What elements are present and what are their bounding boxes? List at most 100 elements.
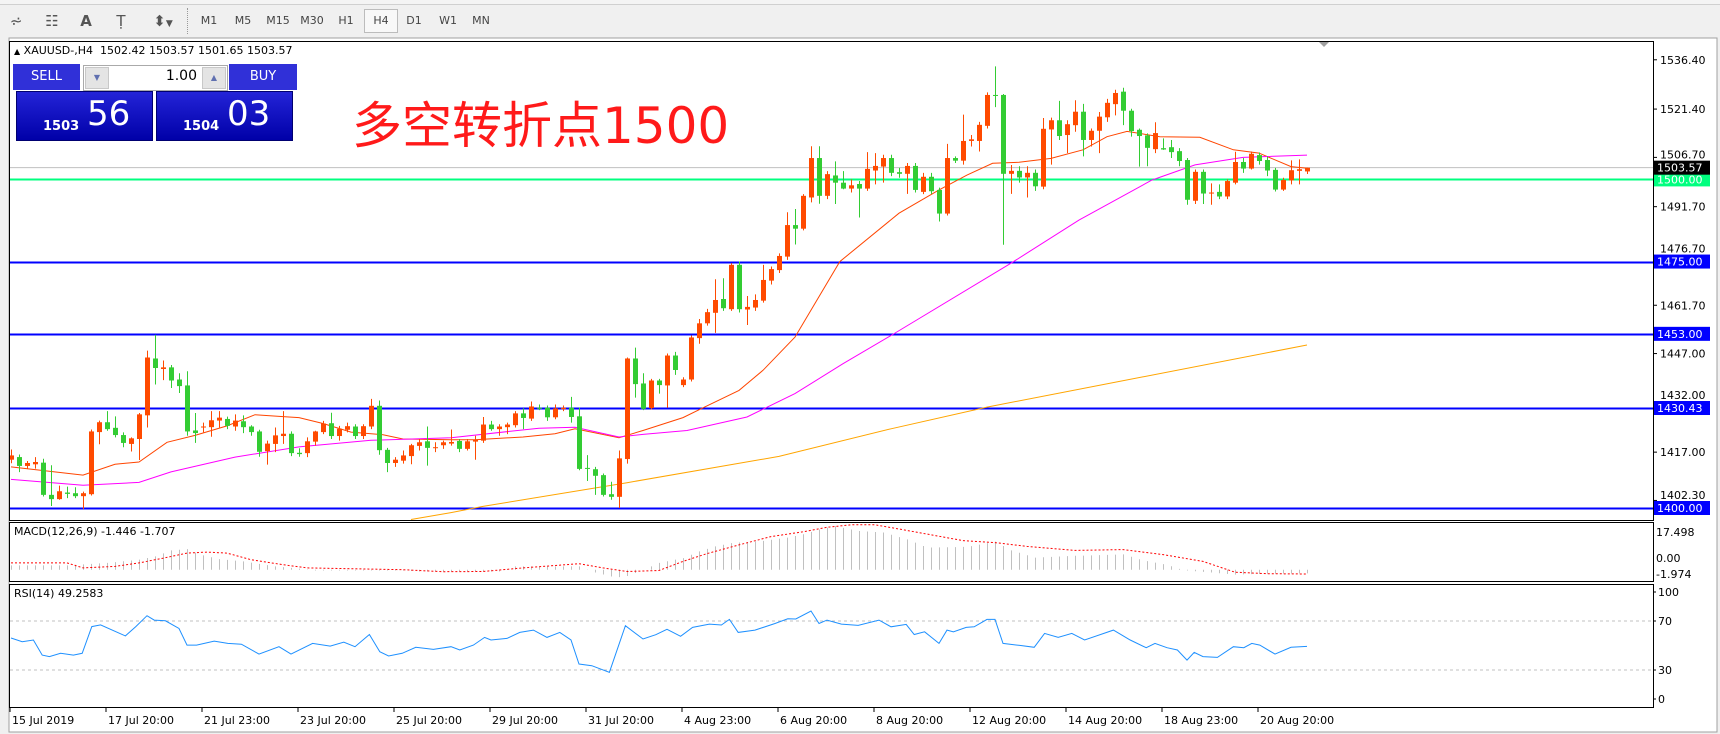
candle-body xyxy=(617,458,622,497)
lot-size-input[interactable]: 1.00 xyxy=(165,68,197,84)
timeframe-m15[interactable]: M15 xyxy=(266,14,290,27)
timeframe-w1[interactable]: W1 xyxy=(439,14,457,27)
bid-pips: 56 xyxy=(87,94,131,134)
candle xyxy=(273,427,278,453)
candle xyxy=(769,266,774,285)
collapse-triangle-icon[interactable]: ▲ xyxy=(14,47,21,56)
macd-scale-label: 17.498 xyxy=(1656,526,1695,539)
fibonacci-expansion-icon[interactable]: ⩫ xyxy=(9,12,23,30)
candle-body xyxy=(713,299,718,313)
candle xyxy=(1025,166,1030,198)
candle xyxy=(1057,100,1062,140)
candle xyxy=(105,411,110,431)
candle-body xyxy=(769,269,774,281)
candle-body xyxy=(1049,120,1054,130)
candle-body xyxy=(1145,135,1150,148)
candle xyxy=(457,438,462,453)
candle xyxy=(417,438,422,451)
candle-body xyxy=(433,447,438,449)
candle-body xyxy=(913,165,918,190)
price-axis-label: 1521.40 xyxy=(1660,103,1706,116)
chart-header: ▲ XAUUSD-,H4 1502.42 1503.57 1501.65 150… xyxy=(14,44,292,57)
candle-body xyxy=(577,416,582,469)
candle-body xyxy=(1097,116,1102,131)
candle-body xyxy=(25,462,30,466)
candle xyxy=(521,408,526,430)
lot-increase-icon[interactable]: ▲ xyxy=(202,67,226,89)
price-axis-label: 1506.70 xyxy=(1660,149,1706,162)
text-label-icon[interactable]: Ṭ xyxy=(116,12,126,30)
candle xyxy=(169,365,174,389)
candle-body xyxy=(737,264,742,310)
arrows-dropdown-icon[interactable]: ⬍▼ xyxy=(146,10,180,32)
horizontal-line-price-badge xyxy=(1654,401,1710,416)
candle xyxy=(913,162,918,193)
candle-body xyxy=(345,426,350,430)
timeframe-m1[interactable]: M1 xyxy=(200,14,218,27)
candle-body xyxy=(529,406,534,419)
time-axis-label: 8 Aug 20:00 xyxy=(876,714,943,727)
candle-body xyxy=(945,158,950,214)
sell-price-button[interactable]: 1503 56 xyxy=(16,91,153,141)
timeframe-h4[interactable]: H4 xyxy=(364,9,398,33)
lot-decrease-icon[interactable]: ▼ xyxy=(85,67,109,89)
candle xyxy=(641,373,646,411)
candle-body xyxy=(313,431,318,442)
buy-button[interactable]: BUY xyxy=(229,64,297,90)
candle-body xyxy=(33,461,38,465)
time-axis-label: 12 Aug 20:00 xyxy=(972,714,1046,727)
time-axis-label: 14 Aug 20:00 xyxy=(1068,714,1142,727)
lot-size-stepper[interactable]: ▼ 1.00 ▲ xyxy=(83,65,228,91)
candle-body xyxy=(793,225,798,229)
candle xyxy=(1273,167,1278,192)
candle xyxy=(1105,98,1110,122)
price-axis-label: 1432.00 xyxy=(1660,389,1706,402)
sell-button[interactable]: SELL xyxy=(13,64,80,90)
candle xyxy=(537,404,542,411)
candle xyxy=(145,350,150,428)
candle xyxy=(713,279,718,333)
candle-body xyxy=(169,367,174,381)
candle xyxy=(73,487,78,499)
candle-body xyxy=(785,225,790,257)
candle-body xyxy=(65,492,70,494)
timeframe-m5[interactable]: M5 xyxy=(234,14,252,27)
candle xyxy=(281,411,286,444)
candle-body xyxy=(961,140,966,161)
buy-price-button[interactable]: 1504 03 xyxy=(156,91,293,141)
chart-shift-marker-icon[interactable] xyxy=(1319,42,1329,47)
candle xyxy=(881,154,886,183)
timeframe-mn[interactable]: MN xyxy=(472,14,490,27)
fibonacci-fan-icon[interactable]: ☷ xyxy=(45,12,59,30)
horizontal-line-price-badge xyxy=(1654,254,1710,269)
timeframe-h1[interactable]: H1 xyxy=(338,14,354,27)
candle xyxy=(409,443,414,465)
candle-body xyxy=(201,426,206,428)
candle-body xyxy=(473,439,478,442)
candle-body xyxy=(897,172,902,174)
candle xyxy=(921,172,926,195)
candle-body xyxy=(377,405,382,451)
candle-body xyxy=(1073,111,1078,126)
candle-body xyxy=(425,441,430,448)
text-icon[interactable]: A xyxy=(80,12,92,30)
horizontal-line-price-badge xyxy=(1654,172,1710,187)
candle xyxy=(1033,169,1038,191)
candle xyxy=(977,121,982,152)
candle-body xyxy=(625,358,630,460)
candle xyxy=(385,447,390,473)
candle-body xyxy=(969,139,974,141)
candle-body xyxy=(337,428,342,437)
candle xyxy=(1137,128,1142,167)
timeframe-d1[interactable]: D1 xyxy=(406,14,422,27)
candle-body xyxy=(1169,147,1174,153)
candle xyxy=(329,412,334,439)
moving-average-ma_slow xyxy=(410,344,1308,520)
candle-body xyxy=(1009,170,1014,174)
candle-body xyxy=(569,407,574,417)
chart-annotation-text[interactable]: 多空转折点1500 xyxy=(352,97,730,155)
candle-body xyxy=(1121,91,1126,111)
horizontal-line-price-label: 1400.00 xyxy=(1657,502,1703,515)
timeframe-m30[interactable]: M30 xyxy=(300,14,324,27)
